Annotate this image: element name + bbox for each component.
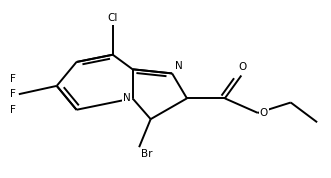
Text: N: N	[175, 61, 183, 71]
Text: N: N	[123, 93, 131, 103]
Text: F: F	[10, 105, 16, 115]
Text: Cl: Cl	[108, 12, 118, 22]
Text: O: O	[260, 108, 268, 118]
Text: F: F	[10, 74, 16, 84]
Text: Br: Br	[141, 149, 152, 159]
Text: F: F	[10, 89, 16, 99]
Text: O: O	[239, 62, 247, 72]
